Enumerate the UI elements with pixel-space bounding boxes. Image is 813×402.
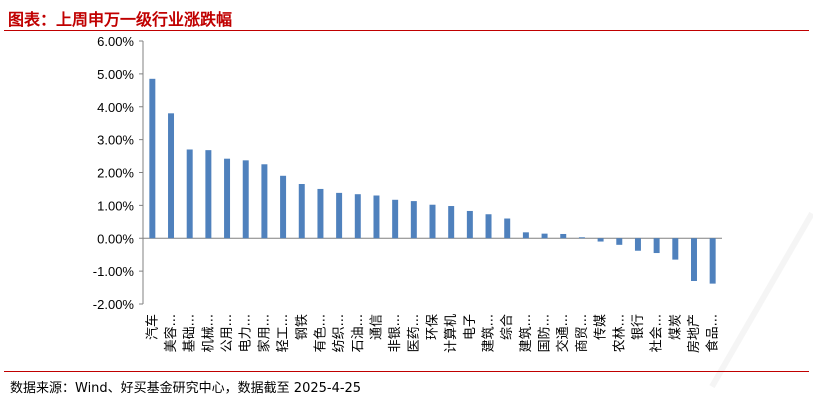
y-tick-label: 2.00% <box>97 166 134 181</box>
bar <box>168 113 175 239</box>
bar <box>597 238 604 242</box>
x-tick-label: 轻工... <box>276 314 291 352</box>
x-tick-label: 钢铁 <box>295 314 310 340</box>
bar <box>354 194 361 239</box>
bar <box>410 201 417 239</box>
source-note: 数据来源：Wind、好买基金研究中心，数据截至 2025-4-25 <box>10 381 362 396</box>
source-rule <box>4 371 809 372</box>
bar <box>466 210 473 239</box>
chart-title: 图表：上周申万一级行业涨跌幅 <box>8 10 233 29</box>
bar <box>616 238 623 245</box>
bar <box>653 238 660 254</box>
bar <box>485 214 492 239</box>
x-tick-label: 基础... <box>183 314 198 352</box>
x-axis-labels: 汽车 美容... 基础... 机械... 公用... 电力... 家用... 轻工... 钢铁有… <box>144 314 720 353</box>
x-tick-label: 国防... <box>537 314 553 352</box>
y-tick-label: 1.00% <box>97 198 134 213</box>
x-tick-label: 机械... <box>201 314 216 352</box>
y-tick-label: -1.00% <box>93 264 135 279</box>
x-tick-label: 建筑... <box>481 314 497 352</box>
y-tick-label: 3.00% <box>97 133 134 148</box>
bar <box>205 150 212 239</box>
x-tick-label: 通信 <box>370 314 385 340</box>
x-tick-label: 农林... <box>612 314 627 352</box>
y-tick-label: -2.00% <box>93 297 135 312</box>
x-tick-label: 纺织... <box>332 314 347 352</box>
bar <box>280 175 287 239</box>
bar <box>373 195 380 239</box>
x-tick-label: 医药... <box>407 314 422 352</box>
bar <box>672 238 679 260</box>
x-tick-label: 交通... <box>555 314 571 352</box>
y-axis: 6.00% 5.00% 4.00% 3.00% 2.00% 1.00% 0.00% -1.00… <box>93 34 722 312</box>
bar <box>522 232 529 239</box>
bar <box>578 237 585 239</box>
bar <box>149 78 156 239</box>
bar <box>691 238 697 281</box>
bar <box>336 192 343 239</box>
x-tick-label: 煤炭 <box>668 314 683 340</box>
bar <box>429 204 436 239</box>
y-tick-label: 6.00% <box>97 34 134 49</box>
bar <box>392 199 399 239</box>
x-tick-label: 综合 <box>500 314 515 340</box>
bar <box>224 158 231 239</box>
x-tick-label: 房地产 <box>686 314 702 353</box>
bar <box>709 238 716 284</box>
x-tick-label: 电子 <box>463 314 478 340</box>
x-tick-label: 石油... <box>351 314 366 352</box>
x-tick-label: 传媒 <box>594 314 609 340</box>
bar <box>261 164 268 239</box>
x-tick-label: 计算机 <box>444 314 459 353</box>
x-tick-label: 食品... <box>705 314 721 352</box>
x-tick-label: 公用... <box>220 314 235 352</box>
x-tick-label: 环保 <box>426 314 441 340</box>
x-tick-label: 建筑... <box>518 314 534 352</box>
bar <box>298 184 305 239</box>
y-tick-label: 5.00% <box>97 67 134 82</box>
bar <box>448 206 455 239</box>
x-tick-label: 美容... <box>163 314 179 352</box>
x-tick-label: 电力... <box>239 314 254 352</box>
bar <box>541 233 548 239</box>
bars <box>149 78 716 284</box>
y-tick-label: 4.00% <box>97 100 134 115</box>
bar <box>634 238 641 251</box>
x-tick-label: 商贸... <box>575 314 590 352</box>
x-tick-label: 有色... <box>312 314 328 352</box>
bar <box>242 160 249 239</box>
x-tick-label: 银行 <box>631 314 646 340</box>
title-rule <box>4 30 809 31</box>
x-tick-label: 非银... <box>388 314 403 352</box>
bar <box>560 233 567 239</box>
x-tick-label: 社会... <box>649 314 665 352</box>
bar <box>504 218 511 239</box>
x-tick-label: 家用... <box>256 314 272 352</box>
x-tick-label: 汽车 <box>144 314 160 340</box>
bar <box>186 149 193 239</box>
y-tick-label: 0.00% <box>97 231 134 246</box>
bar <box>317 188 324 239</box>
